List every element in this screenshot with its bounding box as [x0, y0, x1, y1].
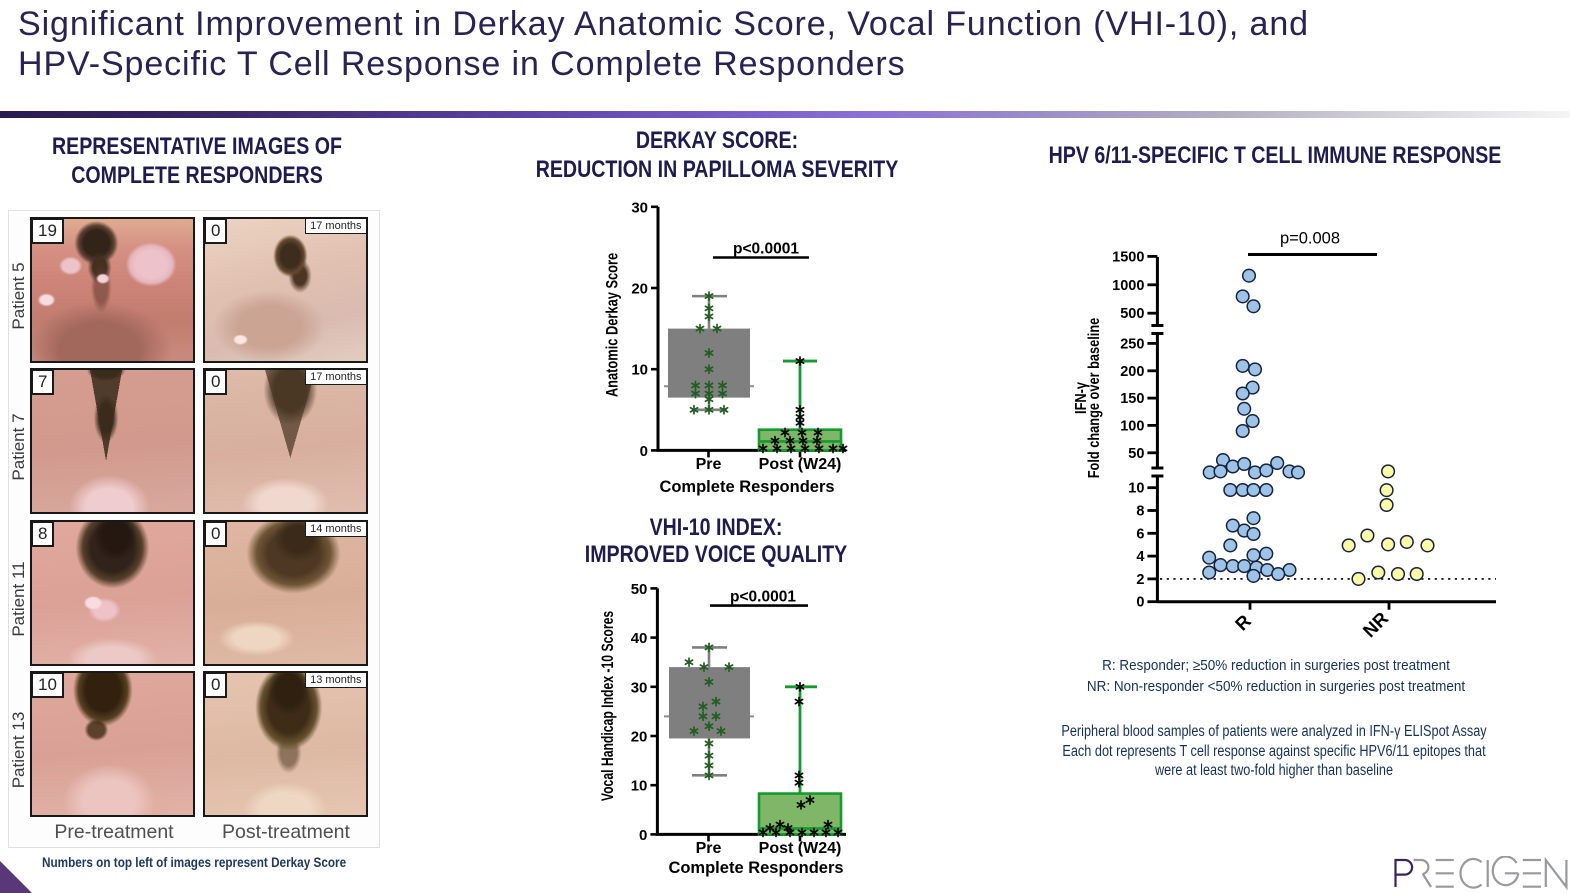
svg-text:50: 50 [1128, 446, 1144, 462]
svg-text:40: 40 [631, 630, 648, 647]
svg-text:0: 0 [1136, 595, 1144, 611]
svg-text:8: 8 [1136, 504, 1144, 520]
svg-text:30: 30 [631, 679, 648, 696]
svg-text:500: 500 [1120, 306, 1144, 322]
svg-text:Anatomic Derkay Score: Anatomic Derkay Score [604, 253, 622, 397]
svg-text:p<0.0001: p<0.0001 [730, 589, 796, 606]
svg-text:20: 20 [631, 729, 648, 746]
svg-text:Complete Responders: Complete Responders [668, 859, 843, 877]
svg-text:p=0.008: p=0.008 [1280, 230, 1340, 248]
svg-text:50: 50 [631, 581, 648, 598]
svg-text:0: 0 [640, 443, 648, 460]
svg-text:20: 20 [631, 281, 648, 298]
svg-text:30: 30 [631, 199, 648, 216]
svg-text:250: 250 [1120, 336, 1144, 352]
svg-text:NR: NR [1359, 608, 1393, 642]
svg-text:100: 100 [1120, 418, 1144, 434]
svg-text:200: 200 [1120, 364, 1144, 380]
svg-text:R: R [1231, 610, 1255, 634]
svg-text:150: 150 [1120, 391, 1144, 407]
svg-text:Complete Responders: Complete Responders [659, 478, 834, 496]
svg-text:1500: 1500 [1112, 249, 1144, 265]
svg-text:Vocal Handicap Index -10 Score: Vocal Handicap Index -10 Scores [599, 611, 617, 801]
svg-text:1000: 1000 [1112, 278, 1144, 294]
svg-text:p<0.0001: p<0.0001 [733, 241, 799, 258]
svg-text:10: 10 [1128, 481, 1144, 497]
svg-text:Pre: Pre [696, 456, 722, 473]
svg-text:Pre: Pre [696, 840, 722, 857]
svg-text:IFN-γ: IFN-γ [1073, 382, 1091, 414]
svg-text:Fold change over baseline: Fold change over baseline [1086, 318, 1104, 479]
svg-text:Post (W24): Post (W24) [759, 456, 842, 473]
svg-text:10: 10 [631, 362, 648, 379]
svg-text:4: 4 [1136, 549, 1144, 565]
svg-text:0: 0 [639, 827, 647, 844]
svg-text:2: 2 [1136, 572, 1144, 588]
svg-text:6: 6 [1136, 526, 1144, 542]
svg-text:10: 10 [631, 778, 648, 795]
svg-text:Post (W24): Post (W24) [759, 840, 842, 857]
